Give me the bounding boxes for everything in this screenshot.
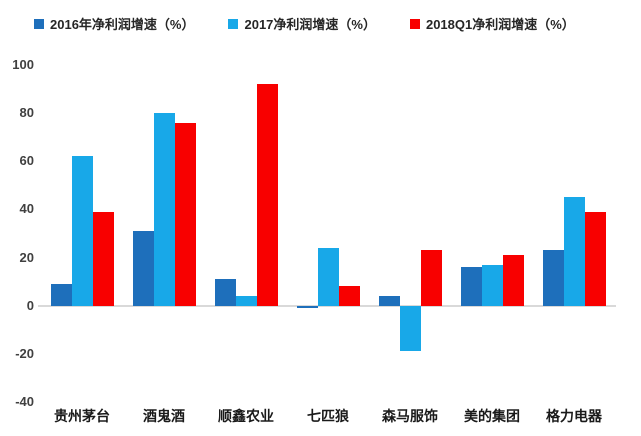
category-label: 七匹狼	[307, 408, 349, 424]
bar-顺鑫农业-2018Q1净利润增速（%）	[256, 84, 278, 306]
bar-七匹狼-2017净利润增速（%）	[317, 247, 339, 306]
bar-七匹狼-2016年净利润增速（%）	[296, 305, 318, 309]
bar-格力电器-2016年净利润增速（%）	[542, 250, 564, 306]
bar-格力电器-2017净利润增速（%）	[563, 197, 585, 306]
bar-贵州茅台-2017净利润增速（%）	[71, 156, 93, 306]
y-tick-label: 0	[26, 297, 34, 313]
legend-swatch-2018q1	[409, 18, 420, 29]
legend-item-2016: 2016年净利润增速（%）	[34, 14, 194, 33]
y-tick-label: 40	[19, 201, 34, 217]
bar-森马服饰-2016年净利润增速（%）	[378, 296, 400, 306]
bar-森马服饰-2018Q1净利润增速（%）	[420, 250, 442, 306]
bar-美的集团-2016年净利润增速（%）	[460, 267, 482, 306]
bar-格力电器-2018Q1净利润增速（%）	[584, 211, 606, 306]
y-tick-label: 100	[12, 57, 34, 72]
category-label: 森马服饰	[382, 408, 438, 424]
y-tick-label: 60	[19, 153, 34, 169]
legend-item-2018q1: 2018Q1净利润增速（%）	[409, 14, 575, 33]
y-tick-label: 20	[19, 249, 34, 265]
y-tick-label: -20	[15, 345, 34, 361]
category-label: 顺鑫农业	[218, 408, 274, 424]
y-tick-label: 80	[19, 105, 34, 121]
legend-label-2016: 2016年净利润增速（%）	[50, 17, 195, 32]
chart-legend: 2016年净利润增速（%） 2017净利润增速（%） 2018Q1净利润增速（%…	[34, 14, 575, 33]
legend-swatch-2017	[228, 18, 239, 29]
legend-item-2017: 2017净利润增速（%）	[228, 14, 376, 33]
bar-酒鬼酒-2017净利润增速（%）	[153, 113, 175, 306]
legend-swatch-2016	[34, 18, 44, 29]
bar-顺鑫农业-2016年净利润增速（%）	[214, 279, 236, 306]
y-tick-label: -40	[15, 393, 34, 409]
bar-顺鑫农业-2017净利润增速（%）	[235, 296, 257, 306]
bar-美的集团-2018Q1净利润增速（%）	[502, 255, 524, 306]
legend-label-2018q1: 2018Q1净利润增速（%）	[425, 17, 575, 32]
category-label: 贵州茅台	[54, 408, 110, 424]
category-label: 酒鬼酒	[143, 408, 185, 424]
legend-label-2017: 2017净利润增速（%）	[244, 17, 376, 32]
bar-酒鬼酒-2018Q1净利润增速（%）	[174, 122, 196, 306]
zero-axis-line	[38, 304, 616, 307]
category-label: 格力电器	[546, 408, 602, 424]
category-label: 美的集团	[464, 408, 520, 424]
bar-贵州茅台-2016年净利润增速（%）	[50, 284, 72, 306]
bar-森马服饰-2017净利润增速（%）	[399, 305, 421, 352]
bar-七匹狼-2018Q1净利润增速（%）	[338, 286, 360, 306]
bar-美的集团-2017净利润增速（%）	[481, 264, 503, 306]
bar-酒鬼酒-2016年净利润增速（%）	[132, 231, 154, 306]
bar-贵州茅台-2018Q1净利润增速（%）	[92, 211, 114, 306]
